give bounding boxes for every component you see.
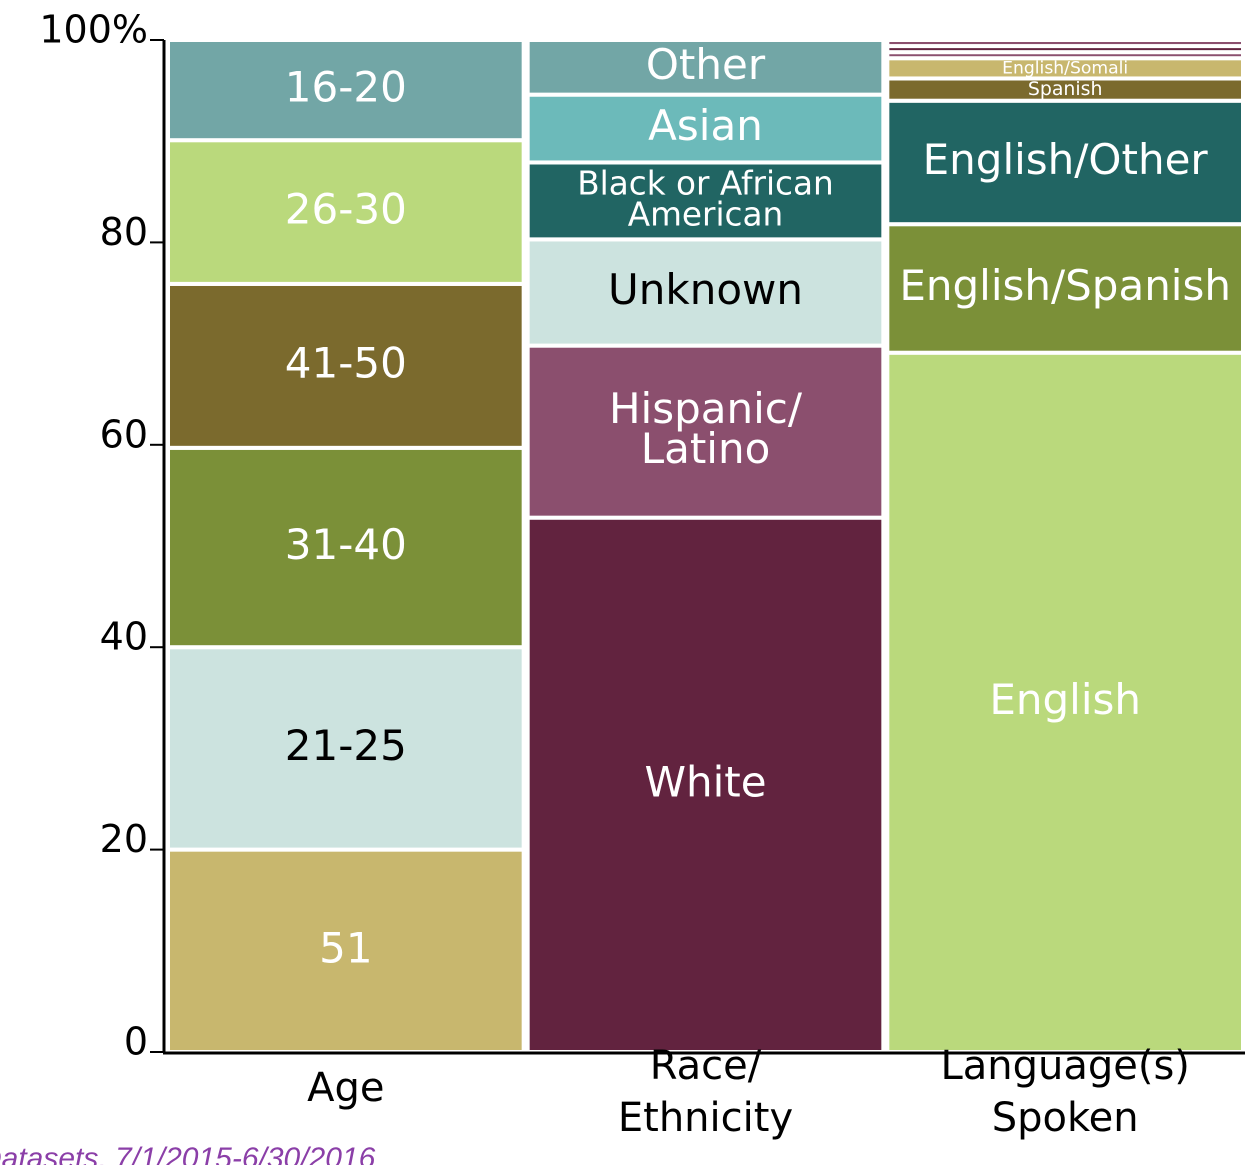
x-tick-label: Race/ [650, 1043, 762, 1089]
segment-label: Spanish [1028, 78, 1103, 100]
segment-label: Hispanic/ [609, 384, 803, 433]
segment-label: 21-25 [285, 721, 407, 770]
segment-label: 31-40 [285, 520, 407, 569]
segment-label: 51 [319, 923, 372, 972]
x-tick-label: Spoken [992, 1095, 1139, 1141]
segment-label: White [644, 757, 766, 806]
bar-segment [166, 281, 526, 450]
bar-segment [166, 38, 526, 143]
bar-segment [525, 38, 886, 97]
bar-segment [166, 138, 526, 286]
segment-label: Black or African [577, 164, 833, 202]
bar-segment [885, 38, 1245, 49]
segment-label: Unknown [608, 265, 803, 314]
segment-label: 41-50 [285, 338, 407, 387]
bar-segment [885, 98, 1245, 227]
segment-label: English [989, 675, 1141, 724]
bar-segment [525, 237, 886, 348]
segment-label: English/Somali [1002, 58, 1128, 78]
bar-segment [885, 350, 1245, 1054]
x-tick-label: Language(s) [940, 1043, 1189, 1089]
segment-label: Asian [648, 101, 763, 150]
segment-label: 26-30 [285, 185, 407, 234]
source-note: Datasets, 7/1/2015-6/30/2016 [0, 1142, 376, 1165]
bar-segment [166, 847, 526, 1054]
segment-label: English/Spanish [899, 261, 1231, 310]
y-tick-label: 80 [100, 210, 148, 254]
y-tick-label: 40 [100, 615, 148, 659]
segment-label: American [628, 195, 783, 233]
segment-label: Latino [641, 424, 771, 473]
segment-label: Other [646, 40, 766, 89]
segment-label: English/Other [923, 135, 1209, 184]
segment-label: 16-20 [285, 63, 407, 112]
bar-segment [885, 222, 1245, 355]
y-tick-label: 100% [39, 8, 148, 52]
bar-segment [525, 343, 886, 520]
bar-segment [525, 92, 886, 165]
y-tick-label: 0 [124, 1020, 148, 1064]
x-tick-label: Age [307, 1065, 384, 1111]
y-tick-label: 20 [100, 817, 148, 861]
bar-segment [166, 645, 526, 852]
y-tick-label: 60 [100, 412, 148, 456]
x-tick-label: Ethnicity [618, 1095, 793, 1141]
